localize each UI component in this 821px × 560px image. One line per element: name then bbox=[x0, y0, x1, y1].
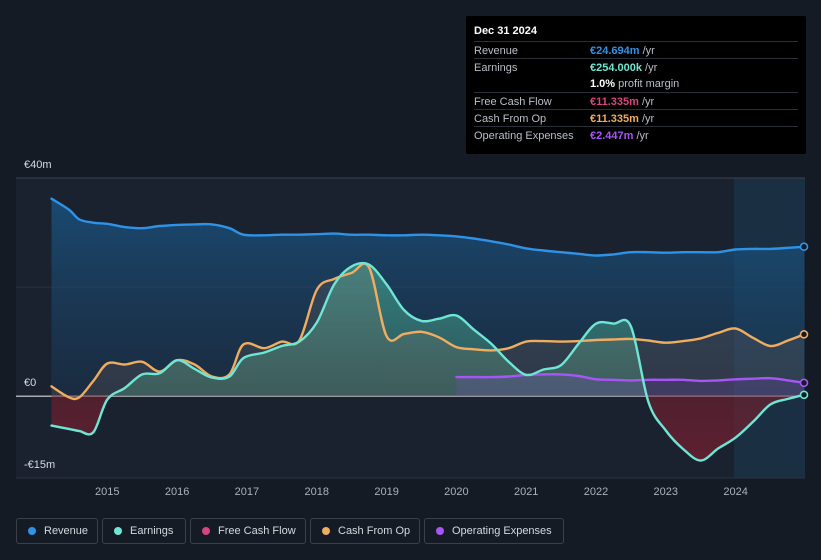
tooltip-value: €11.335m /yr bbox=[590, 96, 654, 108]
operating-expenses-area bbox=[456, 374, 804, 397]
legend-dot-icon bbox=[28, 527, 36, 535]
tooltip-value-suffix: /yr bbox=[638, 113, 655, 125]
tooltip-label: Cash From Op bbox=[474, 113, 547, 125]
tooltip-value-suffix: /yr bbox=[642, 62, 658, 74]
series-end-markers bbox=[799, 242, 809, 400]
tooltip-value: €11.335m /yr bbox=[590, 113, 654, 125]
revenue-line bbox=[50, 197, 806, 257]
tooltip-value-suffix: profit margin bbox=[615, 78, 680, 90]
tooltip-row-revenue: Revenue €24.694m /yr bbox=[474, 41, 798, 59]
tooltip-row-profit-margin: 1.0% profit margin bbox=[474, 75, 798, 92]
legend-label: Earnings bbox=[130, 525, 174, 537]
tooltip-date: Dec 31 2024 bbox=[474, 25, 537, 37]
tooltip-row-earnings: Earnings €254.000k /yr bbox=[474, 58, 798, 76]
legend-label: Free Cash Flow bbox=[218, 525, 296, 537]
tooltip-label: Earnings bbox=[474, 62, 518, 74]
cash-from-op-area bbox=[51, 263, 804, 400]
legend-item-cash-from-op[interactable]: Cash From Op bbox=[310, 518, 420, 544]
tooltip-value-number: €2.447m bbox=[590, 130, 634, 142]
tooltip-value-number: €254.000k bbox=[590, 62, 642, 74]
x-tick-label: 2016 bbox=[165, 486, 189, 498]
x-tick-label: 2024 bbox=[723, 486, 747, 498]
legend-dot-icon bbox=[202, 527, 210, 535]
tooltip-row-free-cash-flow: Free Cash Flow €11.335m /yr bbox=[474, 92, 798, 110]
tooltip-label: Free Cash Flow bbox=[474, 96, 552, 108]
legend-label: Revenue bbox=[44, 525, 89, 537]
tooltip-label: Operating Expenses bbox=[474, 130, 574, 142]
legend-item-earnings[interactable]: Earnings bbox=[102, 518, 186, 544]
legend-item-operating-expenses[interactable]: Operating Expenses bbox=[424, 518, 564, 544]
x-tick-label: 2018 bbox=[305, 486, 329, 498]
x-tick-label: 2015 bbox=[95, 486, 119, 498]
tooltip-value-number: €24.694m bbox=[590, 45, 640, 57]
x-axis-labels: 2015 2016 2017 2018 2019 2020 2021 2022 2023 2024 bbox=[95, 486, 748, 498]
tooltip-row-operating-expenses: Operating Expenses €2.447m /yr bbox=[474, 126, 798, 144]
y-tick-label: €0 bbox=[24, 377, 36, 389]
x-tick-label: 2020 bbox=[444, 486, 468, 498]
tooltip-value-suffix: /yr bbox=[633, 130, 649, 142]
legend-dot-icon bbox=[436, 527, 444, 535]
x-tick-label: 2023 bbox=[654, 486, 678, 498]
tooltip-value: €24.694m /yr bbox=[590, 45, 655, 57]
x-tick-label: 2021 bbox=[514, 486, 538, 498]
y-tick-label: €40m bbox=[24, 159, 52, 171]
operating-expenses-line bbox=[455, 373, 806, 384]
series-areas bbox=[51, 198, 804, 461]
tooltip-value-number: €11.335m bbox=[590, 113, 639, 125]
tooltip-value-number: €11.335m bbox=[590, 96, 639, 108]
y-axis-labels: €40m €0 -€15m bbox=[24, 159, 55, 471]
earnings-line bbox=[50, 261, 806, 462]
tooltip-value-suffix: /yr bbox=[638, 96, 655, 108]
legend-dot-icon bbox=[114, 527, 122, 535]
earnings-area-negative bbox=[51, 396, 804, 461]
earnings-area-positive bbox=[110, 263, 804, 396]
legend-dot-icon bbox=[322, 527, 330, 535]
legend-label: Cash From Op bbox=[338, 525, 411, 537]
tooltip-value: €2.447m /yr bbox=[590, 130, 649, 142]
earnings-end-marker bbox=[799, 390, 809, 400]
x-tick-label: 2019 bbox=[374, 486, 398, 498]
tooltip-value: 1.0% profit margin bbox=[590, 78, 679, 90]
legend-item-revenue[interactable]: Revenue bbox=[16, 518, 98, 544]
tooltip-row-cash-from-op: Cash From Op €11.335m /yr bbox=[474, 109, 798, 127]
series-lines bbox=[50, 197, 806, 462]
tooltip: Dec 31 2024 Revenue €24.694m /yr Earning… bbox=[466, 16, 806, 154]
x-tick-label: 2022 bbox=[584, 486, 608, 498]
tooltip-value: €254.000k /yr bbox=[590, 62, 657, 74]
tooltip-value-suffix: /yr bbox=[639, 45, 655, 57]
tooltip-value-number: 1.0% bbox=[590, 78, 616, 90]
tooltip-label: Revenue bbox=[474, 45, 519, 57]
legend-label: Operating Expenses bbox=[452, 525, 552, 537]
x-tick-label: 2017 bbox=[235, 486, 259, 498]
cash-from-op-end-marker bbox=[799, 330, 809, 339]
revenue-end-marker bbox=[799, 242, 809, 252]
operating-expenses-end-marker bbox=[799, 378, 809, 388]
legend-item-free-cash-flow[interactable]: Free Cash Flow bbox=[190, 518, 306, 544]
y-tick-label: -€15m bbox=[24, 459, 55, 471]
